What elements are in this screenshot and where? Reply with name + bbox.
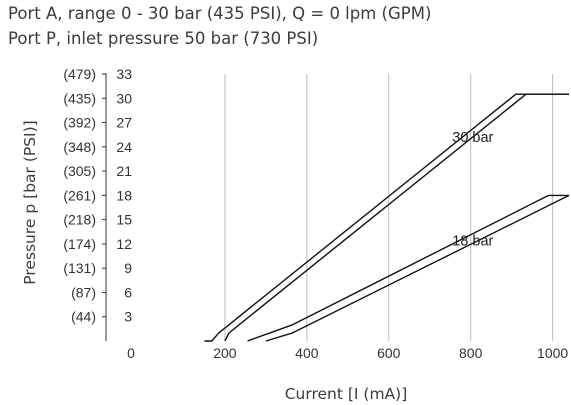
y-tick-psi-label: (261)	[63, 187, 96, 203]
y-tick-label-21: 21	[116, 163, 132, 179]
x-axis-label: Current [I (mA)]	[285, 385, 408, 403]
x-tick-label-1000: 1000	[537, 345, 568, 361]
y-axis	[102, 73, 107, 341]
y-tick-psi-labels: (44) (87) (131) (174) (218) (261) (305) (348) (3…	[63, 66, 96, 325]
grid-lines	[224, 74, 554, 341]
annotation-18-bar: 18 bar	[452, 234, 493, 250]
series-line-1	[204, 93, 569, 342]
series-line-2	[224, 93, 569, 342]
y-tick-psi-label: (479)	[63, 66, 96, 82]
annotation-30-bar: 30 bar	[452, 130, 493, 146]
series-line-4	[265, 194, 570, 342]
x-tick-label-200: 200	[213, 345, 237, 361]
y-tick-psi-label: (435)	[63, 90, 96, 106]
y-tick-label-3: 3	[124, 309, 132, 325]
y-tick-label-15: 15	[116, 212, 132, 228]
x-tick-label-0: 0	[127, 345, 135, 361]
y-axis-label: Pressure p [bar (PSI)]	[21, 120, 39, 284]
y-tick-psi-label: (174)	[63, 236, 96, 252]
y-tick-psi-label: (305)	[63, 163, 96, 179]
y-tick-label-24: 24	[116, 139, 132, 155]
x-tick-label-600: 600	[377, 345, 401, 361]
y-tick-label-30: 30	[116, 90, 132, 106]
series-line-3	[247, 194, 569, 342]
y-tick-psi-label: (392)	[63, 115, 96, 131]
y-tick-psi-label: (348)	[63, 139, 96, 155]
y-tick-labels: 3 6 9 12 15 18 21 24 27 30 33	[116, 66, 132, 325]
y-tick-label-12: 12	[116, 236, 132, 252]
y-tick-label-18: 18	[116, 187, 132, 203]
y-tick-label-9: 9	[124, 260, 132, 276]
chart-subtitle: Port P, inlet pressure 50 bar (730 PSI)	[8, 29, 319, 48]
x-tick-labels: 0 200 400 600 800 1000	[127, 345, 568, 361]
y-tick-label-33: 33	[116, 66, 132, 82]
x-tick-label-800: 800	[459, 345, 483, 361]
y-tick-label-27: 27	[116, 115, 132, 131]
chart-title: Port A, range 0 - 30 bar (435 PSI), Q = …	[8, 4, 432, 23]
y-tick-psi-label: (87)	[71, 284, 96, 300]
data-series	[204, 93, 570, 342]
x-tick-label-400: 400	[295, 345, 319, 361]
y-tick-psi-label: (218)	[63, 212, 96, 228]
y-tick-psi-label: (131)	[63, 260, 96, 276]
y-tick-label-6: 6	[124, 284, 132, 300]
y-tick-psi-label: (44)	[71, 309, 96, 325]
